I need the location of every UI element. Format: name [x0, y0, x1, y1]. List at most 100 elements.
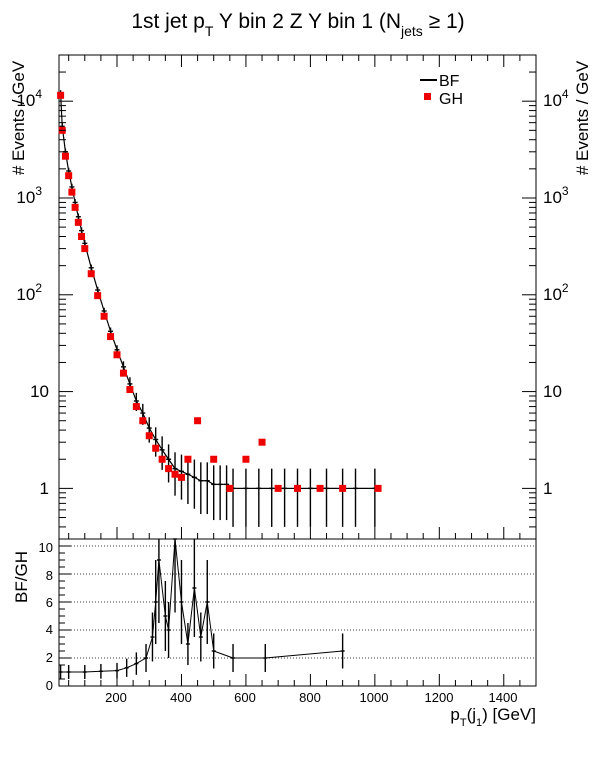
bf-step	[194, 476, 202, 482]
series-bf	[58, 90, 378, 527]
bottom-plot-frame	[58, 538, 537, 687]
ratio-step	[187, 587, 195, 645]
ytick-label-right: 102	[543, 281, 569, 304]
gh-point	[210, 455, 218, 463]
bf-step	[181, 470, 189, 475]
gh-point	[81, 245, 89, 253]
ratio-step	[100, 670, 118, 672]
ratio-ytick-label: 8	[46, 568, 53, 583]
x-tick-labels: 200 400 600 800 1000 1200 1400	[105, 690, 517, 705]
ratio-step	[206, 601, 215, 652]
gh-point	[57, 91, 65, 99]
gh-point	[171, 470, 179, 478]
xtick-label: 1000	[360, 690, 389, 705]
gh-point	[165, 465, 173, 473]
ratio-step	[174, 538, 182, 603]
ratio-ytick-label: 6	[46, 595, 53, 610]
ratio-step	[200, 601, 208, 638]
gh-point	[177, 473, 185, 481]
gh-point	[113, 351, 121, 359]
bottom-y-axis-title: BF/GH	[12, 551, 31, 603]
gh-point	[71, 203, 79, 211]
gh-point	[274, 484, 282, 492]
xtick-label: 200	[105, 690, 127, 705]
legend: BF GH	[420, 73, 463, 108]
ratio-grid	[59, 545, 536, 659]
gh-point	[226, 484, 234, 492]
ytick-label: 103	[16, 184, 42, 207]
gh-point	[61, 152, 69, 160]
xtick-label: 1400	[489, 690, 518, 705]
ratio-ytick-label: 4	[46, 622, 53, 637]
ytick-label-right: 104	[543, 87, 569, 110]
bf-step	[60, 93, 63, 127]
xtick-label: 1200	[425, 690, 454, 705]
xtick-label: 400	[170, 690, 192, 705]
ytick-label-right: 10	[543, 382, 562, 401]
bf-step	[161, 449, 170, 460]
ratio-step	[265, 650, 343, 659]
top-y-tick-labels-right: 1 10 102 103 104	[543, 87, 569, 498]
bf-step	[206, 480, 214, 485]
ratio-step	[164, 615, 170, 631]
xtick-label: 600	[234, 690, 256, 705]
gh-point	[145, 432, 153, 440]
legend-label-bf: BF	[439, 73, 460, 90]
ratio-step	[136, 657, 147, 665]
ytick-label-right: 1	[543, 479, 552, 498]
gh-point	[158, 455, 166, 463]
gh-point	[94, 292, 102, 300]
ratio-step	[151, 601, 157, 638]
ratio-ytick-label: 2	[46, 650, 53, 665]
gh-point	[126, 386, 134, 394]
ytick-label: 10	[30, 382, 49, 401]
ratio-step	[126, 663, 137, 669]
gh-point	[119, 369, 127, 377]
ytick-label: 104	[16, 87, 42, 110]
ratio-step	[193, 587, 202, 638]
gh-point	[374, 484, 382, 492]
ratio-step	[180, 601, 189, 645]
legend-marker-gh	[424, 93, 431, 100]
top-y-axis-ticks	[59, 54, 536, 540]
gh-point	[152, 444, 160, 452]
legend-label-gh: GH	[439, 91, 463, 108]
top-y-axis-title: # Events / GeV	[9, 60, 28, 175]
ratio-step	[116, 667, 127, 672]
chart-title: 1st jet pT Y bin 2 Z Y bin 1 (Njets ≥ 1)	[131, 10, 464, 39]
ratio-step	[145, 636, 153, 659]
gh-point	[65, 172, 73, 180]
bf-step	[174, 468, 182, 472]
top-y-axis-title-right: # Events / GeV	[573, 60, 592, 175]
gh-point	[100, 312, 108, 320]
gh-point	[194, 417, 202, 425]
ratio-step	[155, 559, 160, 603]
gh-point	[242, 455, 250, 463]
gh-point	[74, 218, 82, 226]
gh-point	[107, 333, 115, 341]
ratio-step	[158, 559, 166, 617]
x-axis-ticks	[68, 55, 537, 686]
top-y-tick-labels-left: 1 10 102 103 104	[16, 87, 49, 498]
gh-point	[87, 270, 95, 278]
xtick-label: 800	[299, 690, 321, 705]
gh-point	[316, 484, 324, 492]
gh-point	[294, 484, 301, 492]
ratio-ytick-label: 10	[39, 540, 53, 555]
top-plot-frame	[58, 54, 537, 540]
bf-step	[168, 458, 176, 469]
ratio-step	[213, 650, 234, 659]
bf-step	[155, 439, 163, 451]
gh-point	[184, 455, 192, 463]
series-gh	[57, 91, 382, 492]
bf-step	[187, 473, 195, 478]
gh-point	[139, 417, 147, 425]
ytick-label-right: 103	[543, 184, 569, 207]
gh-point	[258, 438, 266, 446]
x-axis-title: pT(j1) [GeV]	[450, 705, 536, 729]
bottom-y-tick-labels: 0 2 4 6 8 10	[39, 540, 53, 693]
gh-point	[339, 484, 347, 492]
gh-point	[78, 233, 86, 241]
ratio-step	[84, 670, 101, 673]
ratio-ytick-label: 0	[46, 678, 53, 693]
